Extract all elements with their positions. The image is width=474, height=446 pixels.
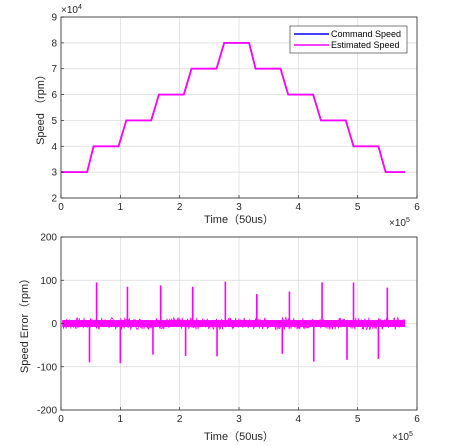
speed-x-tick-label: 1 [118,202,124,213]
error-x-tick-label: 2 [177,414,183,425]
error-x-tick-label: 3 [236,414,242,425]
speed-y-exponent: ×104 [61,4,82,16]
speed-x-axis-label: Time（50us） [204,213,274,226]
error-y-axis-label: Speed Error（rpm） [18,273,31,373]
speed-y-tick-label: 6 [51,90,57,101]
speed-y-tick-label: 2 [51,194,57,205]
speed-y-tick-label: 7 [51,64,57,75]
legend-box [289,25,408,54]
speed-y-tick-label: 9 [51,13,57,24]
speed-y-axis-label: Speed （rpm） [34,69,47,145]
speed-x-ticks: 0 1 2 3 4 5 6 [58,195,420,213]
speed-x-exponent: ×105 [389,217,410,229]
error-x-exponent: ×105 [392,431,413,443]
error-x-tick-label: 1 [118,414,124,425]
speed-x-tick-label: 6 [414,202,420,213]
speed-x-tick-label: 2 [177,202,183,213]
error-x-tick-label: 4 [296,414,302,425]
speed-series [61,42,406,174]
error-y-tick-label: 100 [40,276,57,287]
speed-x-tick-label: 4 [296,202,302,213]
error-y-tick-label: 200 [40,233,57,244]
error-y-tick-label: 0 [51,319,57,330]
error-y-ticks: -200 -100 0 100 200 [37,233,64,417]
speed-x-tick-label: 5 [355,202,361,213]
speed-y-tick-label: 3 [51,168,57,179]
error-x-ticks: 0 1 2 3 4 5 6 [58,407,420,425]
legend-label-command-speed: Command Speed [331,29,401,39]
error-x-tick-label: 5 [355,414,361,425]
estimated-speed-line [61,42,406,174]
speed-y-tick-label: 4 [51,142,57,153]
speed-y-ticks: 2 3 4 5 6 7 8 9 [51,13,64,205]
error-y-tick-label: -200 [37,406,57,417]
speed-y-tick-label: 5 [51,116,57,127]
legend-label-estimated-speed: Estimated Speed [331,40,400,50]
error-y-tick-label: -100 [37,362,57,373]
error-series [61,281,406,364]
error-x-tick-label: 6 [414,414,420,425]
speed-x-tick-label: 3 [236,202,242,213]
error-x-tick-label: 0 [58,414,64,425]
error-x-axis-label: Time（50us） [204,430,274,443]
error-noise-trace [61,316,406,331]
speed-chart: 0 1 2 3 4 5 6 2 3 4 5 6 7 8 9 ×104 ×105 Time（50us） Sp… [34,4,420,229]
speed-x-tick-label: 0 [58,202,64,213]
error-noise-band [62,320,406,327]
speed-y-tick-label: 8 [51,38,57,49]
speed-legend: Command Speed Estimated Speed [289,25,408,54]
